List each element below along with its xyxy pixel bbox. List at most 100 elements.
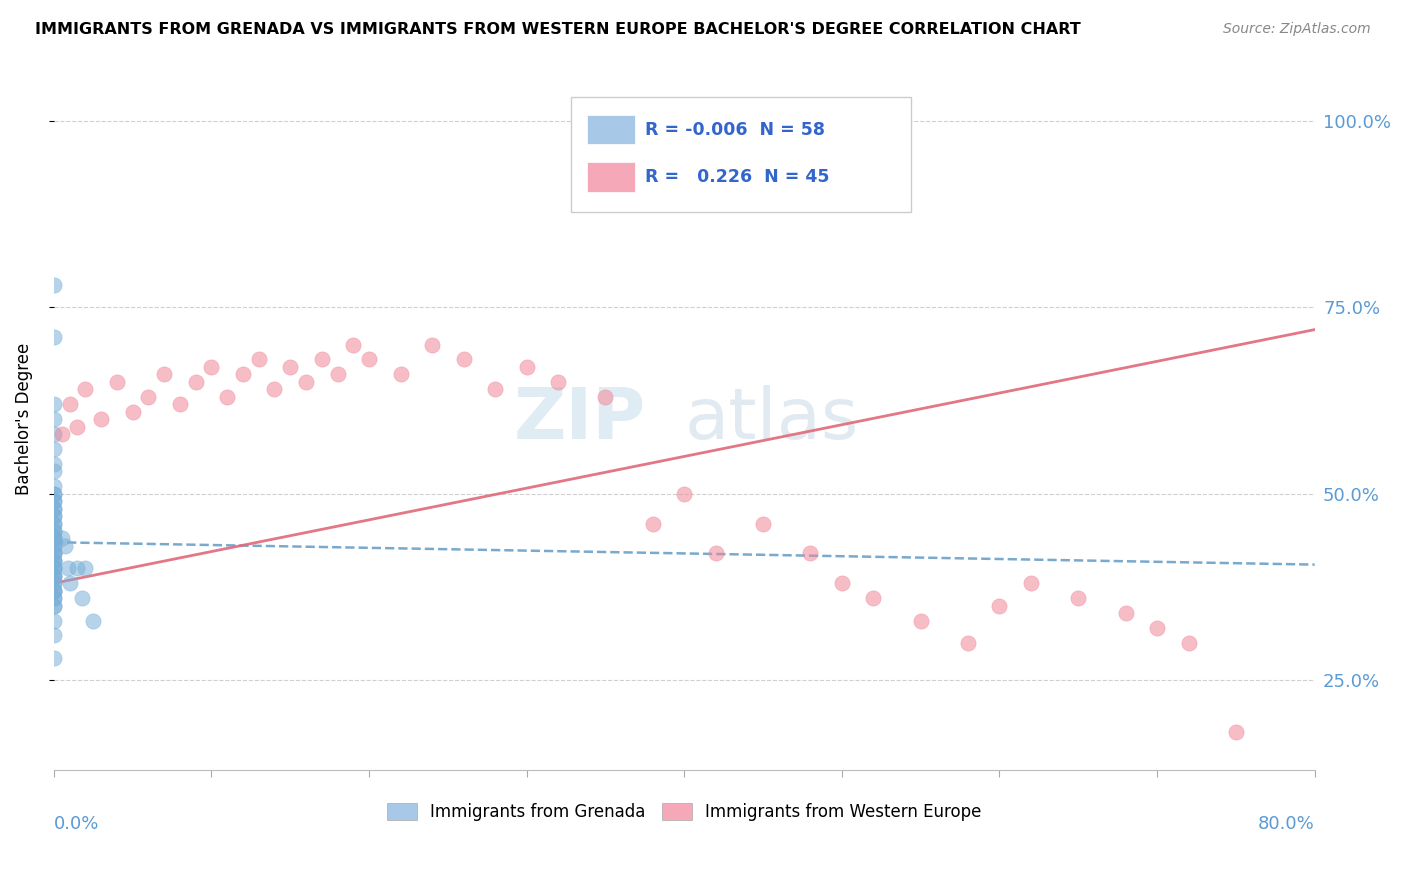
Text: 80.0%: 80.0% [1258, 815, 1315, 833]
Point [42, 628, 65, 642]
Point [295, 375, 318, 389]
Point [42, 532, 65, 546]
Point [42, 561, 65, 575]
Point [42, 487, 65, 501]
Point [42, 412, 65, 426]
Point [42, 554, 65, 568]
Point [42, 277, 65, 292]
Point [547, 375, 569, 389]
Point [105, 375, 128, 389]
Point [595, 390, 617, 404]
Point [42, 614, 65, 628]
Point [831, 576, 853, 591]
Point [420, 337, 443, 351]
Point [42, 576, 65, 591]
Point [42, 569, 65, 583]
Point [42, 487, 65, 501]
Point [342, 337, 364, 351]
Text: R = -0.006  N = 58: R = -0.006 N = 58 [645, 120, 825, 138]
Point [51, 427, 73, 442]
Point [56, 561, 79, 575]
FancyBboxPatch shape [571, 96, 911, 212]
Point [42, 561, 65, 575]
Point [42, 524, 65, 538]
Point [42, 651, 65, 665]
Point [704, 546, 727, 560]
Point [66, 561, 89, 575]
Point [42, 397, 65, 411]
Point [42, 583, 65, 598]
Point [42, 532, 65, 546]
Point [42, 501, 65, 516]
Point [42, 501, 65, 516]
Point [42, 457, 65, 471]
Point [311, 352, 333, 367]
Point [42, 464, 65, 478]
Point [42, 509, 65, 524]
Point [82, 614, 104, 628]
Point [42, 330, 65, 344]
Point [1146, 621, 1168, 635]
Text: Source: ZipAtlas.com: Source: ZipAtlas.com [1223, 22, 1371, 37]
Point [484, 382, 506, 396]
Point [799, 546, 821, 560]
Point [42, 554, 65, 568]
Text: atlas: atlas [685, 384, 859, 454]
Point [138, 390, 160, 404]
Point [42, 427, 65, 442]
Text: R =   0.226  N = 45: R = 0.226 N = 45 [645, 169, 830, 186]
Point [200, 359, 222, 374]
Point [42, 479, 65, 493]
Point [217, 390, 239, 404]
Point [66, 419, 89, 434]
Point [1225, 725, 1247, 739]
Point [42, 546, 65, 560]
Point [42, 442, 65, 456]
Point [90, 412, 112, 426]
Point [862, 591, 884, 606]
Point [673, 487, 696, 501]
Point [247, 352, 270, 367]
Point [263, 382, 285, 396]
Point [51, 532, 73, 546]
Point [42, 569, 65, 583]
Text: 0.0%: 0.0% [53, 815, 100, 833]
Point [75, 382, 97, 396]
Legend: Immigrants from Grenada, Immigrants from Western Europe: Immigrants from Grenada, Immigrants from… [387, 803, 981, 821]
Point [1019, 576, 1042, 591]
Point [42, 509, 65, 524]
Point [42, 583, 65, 598]
Point [153, 368, 176, 382]
Point [326, 368, 349, 382]
Point [42, 494, 65, 508]
Point [910, 614, 932, 628]
Point [42, 546, 65, 560]
Point [70, 591, 93, 606]
Point [42, 494, 65, 508]
Point [58, 397, 80, 411]
Point [453, 352, 475, 367]
Point [988, 599, 1011, 613]
Point [42, 554, 65, 568]
Point [42, 524, 65, 538]
Point [956, 636, 979, 650]
Point [75, 561, 97, 575]
Point [42, 516, 65, 531]
Text: ZIP: ZIP [515, 384, 647, 454]
Point [42, 561, 65, 575]
Point [42, 516, 65, 531]
Point [42, 569, 65, 583]
Point [42, 539, 65, 553]
Point [121, 405, 143, 419]
Point [53, 539, 76, 553]
Point [752, 516, 775, 531]
Point [278, 359, 301, 374]
FancyBboxPatch shape [588, 162, 636, 192]
Point [169, 397, 191, 411]
Point [58, 576, 80, 591]
Point [42, 591, 65, 606]
Point [42, 599, 65, 613]
Point [42, 546, 65, 560]
FancyBboxPatch shape [588, 115, 636, 145]
Point [232, 368, 254, 382]
